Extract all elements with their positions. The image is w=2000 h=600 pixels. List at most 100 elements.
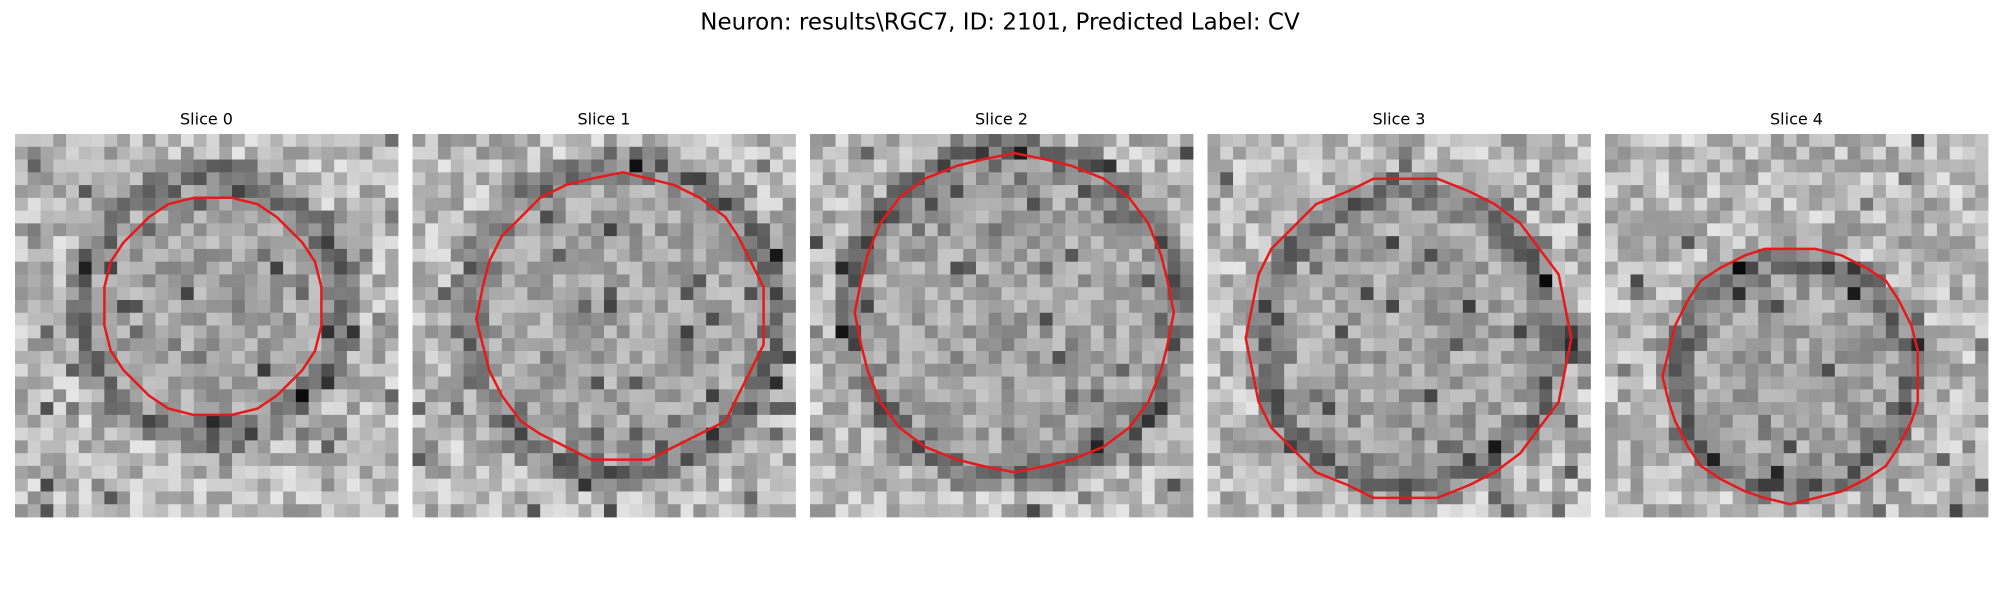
pixel	[988, 427, 1002, 441]
pixel	[1501, 236, 1515, 250]
pixel	[91, 172, 105, 186]
pixel	[1564, 210, 1579, 224]
pixel	[655, 134, 669, 148]
pixel	[1090, 274, 1105, 288]
pixel	[1707, 351, 1721, 365]
pixel	[244, 453, 258, 467]
pixel	[1822, 185, 1836, 199]
pixel	[1847, 185, 1861, 199]
pixel	[359, 299, 373, 314]
pixel	[1758, 465, 1772, 480]
pixel	[193, 185, 207, 199]
pixel	[540, 338, 554, 352]
pixel	[1719, 504, 1734, 518]
pixel	[1141, 465, 1156, 480]
pixel	[104, 134, 118, 148]
pixel	[578, 236, 592, 250]
pixel	[1681, 414, 1695, 429]
pixel	[1450, 248, 1464, 263]
pixel	[975, 146, 990, 160]
pixel	[975, 402, 990, 416]
pixel	[180, 287, 195, 301]
pixel	[835, 159, 849, 173]
pixel	[1552, 159, 1566, 173]
pixel	[283, 389, 297, 403]
pixel	[1027, 363, 1041, 377]
pixel	[1335, 261, 1349, 275]
pixel	[1783, 172, 1797, 186]
pixel	[244, 491, 258, 505]
pixel	[848, 389, 862, 403]
pixel	[1770, 299, 1785, 314]
pixel	[117, 210, 131, 224]
pixel	[1399, 197, 1413, 211]
pixel	[1116, 325, 1130, 339]
pixel	[1039, 363, 1053, 377]
pixel	[1707, 185, 1721, 199]
pixel	[1488, 223, 1502, 237]
pixel	[1975, 440, 1989, 454]
pixel	[372, 223, 386, 237]
pixel	[1233, 478, 1247, 492]
pixel	[950, 274, 964, 288]
pixel	[1078, 478, 1092, 492]
pixel	[1373, 223, 1387, 237]
pixel	[117, 325, 131, 339]
pixel	[1834, 159, 1848, 173]
pixel	[206, 453, 220, 467]
pixel	[1822, 299, 1836, 314]
pixel	[1577, 261, 1591, 275]
pixel	[1526, 504, 1540, 518]
pixel	[142, 134, 156, 148]
pixel	[1605, 389, 1619, 403]
pixel	[1936, 248, 1951, 263]
pixel	[1617, 312, 1631, 326]
pixel	[1694, 427, 1708, 441]
pixel	[129, 465, 144, 480]
pixel	[1501, 274, 1515, 288]
pixel	[1885, 325, 1900, 339]
pixel	[924, 338, 939, 352]
pixel	[1898, 261, 1912, 275]
pixel	[1564, 185, 1579, 199]
pixel	[78, 402, 92, 416]
pixel	[988, 172, 1002, 186]
pixel	[1399, 478, 1413, 492]
pixel	[1014, 287, 1028, 301]
pixel	[1233, 287, 1247, 301]
pixel	[1605, 351, 1619, 365]
pixel	[53, 172, 67, 186]
pixel	[667, 236, 681, 250]
pixel	[206, 287, 220, 301]
pixel	[950, 427, 964, 441]
pixel	[912, 197, 926, 211]
pixel	[706, 325, 720, 339]
pixel	[425, 504, 439, 518]
pixel	[1617, 134, 1631, 148]
pixel	[1347, 299, 1362, 314]
pixel	[168, 478, 182, 492]
pixel	[769, 312, 784, 326]
pixel	[1847, 351, 1861, 365]
pixel	[757, 376, 771, 390]
pixel	[693, 338, 707, 352]
pixel	[514, 491, 528, 505]
pixel	[810, 159, 824, 173]
pixel	[385, 197, 399, 211]
pixel	[1924, 440, 1938, 454]
pixel	[425, 325, 439, 339]
pixel	[937, 223, 951, 237]
pixel	[270, 363, 284, 377]
pixel	[1822, 504, 1836, 518]
pixel	[1719, 185, 1734, 199]
pixel	[1860, 185, 1874, 199]
pixel	[899, 159, 913, 173]
pixel	[1411, 134, 1425, 148]
pixel	[1783, 491, 1797, 505]
pixel	[810, 504, 824, 518]
pixel	[835, 325, 849, 339]
pixel	[412, 312, 426, 326]
pixel	[1526, 159, 1540, 173]
pixel	[346, 427, 361, 441]
pixel	[718, 299, 733, 314]
